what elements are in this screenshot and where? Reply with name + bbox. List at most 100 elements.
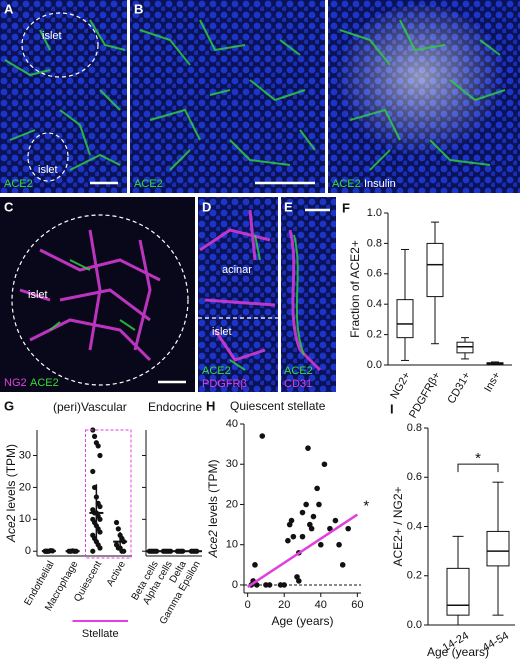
annotation: islet bbox=[42, 30, 62, 42]
y-tick-label: 0.8 bbox=[407, 422, 422, 434]
stain-label: ACE2 bbox=[4, 178, 33, 190]
point bbox=[252, 562, 258, 568]
stellate-label: Stellate bbox=[82, 628, 119, 640]
x-tick-label: PDGFRβ+ bbox=[407, 370, 443, 420]
stain-label: ACE2 bbox=[134, 178, 163, 190]
dot bbox=[95, 443, 101, 449]
point bbox=[299, 509, 306, 516]
y-tick-label: 0 bbox=[232, 579, 238, 591]
point bbox=[314, 485, 320, 492]
micrograph-e bbox=[281, 197, 336, 392]
point bbox=[288, 517, 295, 524]
y-tick-label: 0.4 bbox=[367, 298, 382, 310]
point bbox=[281, 582, 288, 588]
box bbox=[486, 530, 510, 567]
point bbox=[266, 582, 273, 588]
y-label-gene: Ace2 bbox=[206, 530, 220, 559]
dot bbox=[113, 519, 120, 526]
y-tick-label: 0 bbox=[25, 545, 31, 557]
x-tick-label: 40 bbox=[315, 599, 327, 611]
panel-label: B bbox=[134, 1, 143, 16]
point bbox=[296, 578, 302, 584]
stain-label: ACE2 bbox=[202, 365, 231, 377]
panel-label: H bbox=[206, 398, 215, 413]
point bbox=[339, 562, 346, 568]
group-title: (peri)Vascular bbox=[53, 400, 127, 414]
stain-label: ACE2 bbox=[332, 178, 361, 190]
box bbox=[396, 299, 414, 339]
point bbox=[327, 525, 333, 532]
annotation: acinar bbox=[222, 264, 252, 276]
dot bbox=[91, 433, 98, 439]
y-tick-label: 30 bbox=[226, 458, 238, 470]
stain-label: CD31 bbox=[284, 378, 312, 390]
y-tick-label: 0.4 bbox=[407, 520, 422, 532]
panel-label: C bbox=[4, 199, 14, 214]
point bbox=[308, 525, 315, 532]
y-tick-label: 10 bbox=[226, 539, 238, 551]
panel-label: A bbox=[4, 1, 14, 16]
stain-label: Insulin bbox=[364, 178, 396, 190]
panel-label: D bbox=[202, 199, 211, 214]
highlight-box bbox=[85, 429, 132, 559]
dot bbox=[97, 503, 103, 510]
y-tick-label: 0.0 bbox=[367, 359, 382, 371]
y-tick-label: 0.8 bbox=[367, 237, 382, 249]
y-label-unit: levels (TPM) bbox=[206, 459, 220, 526]
y-tick-label: 0.2 bbox=[407, 570, 422, 582]
annotation: islet bbox=[28, 289, 48, 301]
micrograph-d bbox=[198, 197, 278, 392]
point bbox=[332, 517, 339, 524]
box bbox=[446, 567, 470, 616]
significance: * bbox=[363, 498, 369, 515]
y-tick-label: 30 bbox=[19, 449, 31, 461]
box bbox=[456, 341, 474, 354]
annotation: islet bbox=[38, 164, 58, 176]
y-tick-label: 0.6 bbox=[367, 268, 382, 280]
fit-line bbox=[246, 513, 359, 589]
micrograph-c bbox=[0, 197, 195, 392]
stain-label: ACE2 bbox=[30, 377, 59, 389]
y-axis-label: Ace2 levels (TPM) bbox=[4, 444, 18, 543]
box bbox=[426, 242, 444, 298]
y-axis-label: Fraction of ACE2+ bbox=[348, 240, 362, 338]
dot bbox=[97, 516, 103, 522]
point bbox=[336, 541, 342, 548]
point bbox=[321, 461, 328, 468]
y-tick-label: 0.2 bbox=[367, 329, 382, 341]
point bbox=[345, 525, 352, 532]
annotation: islet bbox=[212, 326, 232, 338]
point bbox=[310, 513, 317, 520]
y-tick-label: 40 bbox=[226, 418, 238, 430]
micrograph-b bbox=[130, 0, 325, 193]
panel-label: I bbox=[390, 401, 394, 416]
y-tick-label: 10 bbox=[19, 513, 31, 525]
micrograph-a bbox=[0, 0, 127, 193]
x-axis-label: Age (years) bbox=[427, 645, 489, 659]
y-label-unit: levels (TPM) bbox=[4, 444, 18, 511]
dot bbox=[115, 526, 121, 532]
dot bbox=[97, 452, 103, 459]
y-tick-label: 1.0 bbox=[367, 207, 382, 219]
x-tick-label: 60 bbox=[351, 599, 363, 611]
dot bbox=[97, 529, 103, 535]
dot bbox=[121, 548, 127, 554]
micrograph-b2 bbox=[328, 0, 520, 193]
point bbox=[299, 533, 306, 540]
x-tick-label: 20 bbox=[278, 599, 290, 611]
stain-label: PDGFRβ bbox=[202, 378, 247, 390]
point bbox=[290, 533, 297, 540]
x-tick-label: 0 bbox=[245, 599, 251, 611]
point bbox=[285, 537, 291, 544]
point bbox=[305, 445, 311, 451]
y-tick-label: 0.0 bbox=[407, 619, 422, 631]
significance: * bbox=[475, 450, 481, 467]
y-axis-label: Ace2 levels (TPM) bbox=[206, 459, 220, 558]
point bbox=[259, 433, 266, 439]
significance-bracket bbox=[457, 463, 499, 473]
panel-label: E bbox=[284, 199, 293, 214]
x-tick-label: Active bbox=[105, 559, 128, 588]
y-axis-label: ACE2+ / NG2+ bbox=[391, 486, 405, 566]
panel-label: G bbox=[4, 398, 14, 413]
